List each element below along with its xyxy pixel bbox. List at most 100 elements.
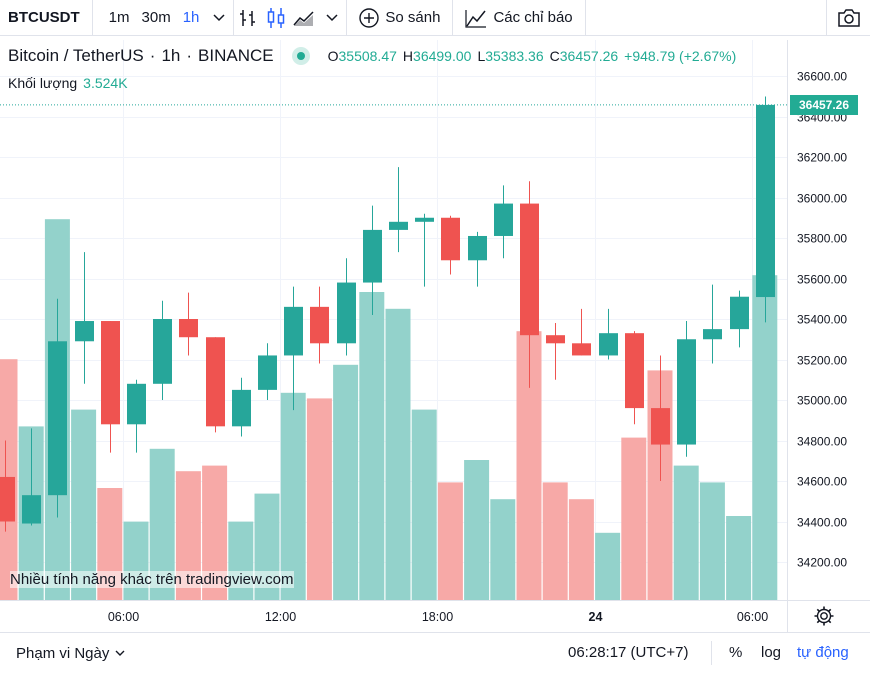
interval-1m-button[interactable]: 1m (108, 9, 130, 26)
candle-body (337, 282, 356, 344)
open-label: O (327, 48, 339, 64)
y-tick-label: 35200.00 (797, 354, 847, 368)
x-tick-label: 12:00 (265, 610, 296, 624)
top-toolbar: BTCUSDT 1m 30m 1h So sánh Các chỉ báo (0, 0, 870, 36)
indicators-button[interactable]: Các chỉ báo (453, 0, 584, 36)
legend-title[interactable]: Bitcoin / TetherUS (8, 46, 144, 65)
volume-legend: Khối lượng 3.524K (8, 75, 128, 91)
date-range-label: Phạm vi Ngày (16, 644, 110, 662)
chevron-down-icon (115, 650, 125, 656)
chevron-down-icon[interactable] (205, 0, 233, 36)
candle-body (756, 104, 775, 298)
date-range-button[interactable]: Phạm vi Ngày (0, 645, 125, 662)
candle-body (625, 333, 644, 409)
candle-body (258, 355, 277, 390)
volume-bar (385, 308, 411, 600)
candle-body (651, 408, 670, 445)
y-tick-label: 34600.00 (797, 475, 847, 489)
candle-body (468, 235, 487, 261)
high-label: H (402, 48, 414, 64)
symbol-search-button[interactable]: BTCUSDT (0, 0, 93, 36)
low-label: L (477, 48, 486, 64)
candle-body (546, 335, 565, 344)
candle-body (179, 319, 198, 338)
volume-bar (752, 275, 778, 600)
candle-body (677, 339, 696, 445)
price-chart[interactable]: 34200.00 34400.00 34600.00 34800.00 35000.00… (0, 0, 870, 632)
legend-separator: · (186, 46, 193, 65)
candle-body (599, 333, 618, 356)
x-tick-label: 06:00 (737, 610, 768, 624)
interval-1h-button[interactable]: 1h (182, 9, 200, 26)
plus-circle-icon (359, 7, 380, 28)
low-value: 35383.36 (485, 48, 544, 64)
watermark-link[interactable]: Nhiều tính năng khác trên tradingview.co… (10, 571, 294, 588)
volume-bar (71, 409, 97, 600)
toolbar-divider (346, 0, 348, 36)
candle-body (153, 319, 172, 384)
close-value: 36457.26 (559, 48, 619, 64)
change-value: +948.79 (+2.67%) (624, 48, 737, 64)
candle-body (284, 306, 303, 356)
candle-body (415, 217, 434, 222)
candle-body (363, 229, 382, 283)
x-tick-label: 24 (589, 610, 603, 624)
candle-body (0, 476, 15, 522)
volume-bar (621, 437, 647, 600)
price-axis: 34200.00 34400.00 34600.00 34800.00 35000.00… (787, 40, 847, 632)
indicators-icon (465, 9, 487, 28)
candle-body (127, 383, 146, 425)
candle-body (441, 217, 460, 261)
compare-button[interactable]: So sánh (347, 0, 452, 36)
chevron-down-icon[interactable] (318, 0, 346, 36)
x-tick-label: 18:00 (422, 610, 453, 624)
percent-scale-button[interactable]: % (729, 644, 743, 661)
market-status-icon[interactable] (291, 47, 310, 65)
volume-bar (542, 482, 568, 600)
compare-label: So sánh (385, 9, 441, 26)
legend-interval: 1h (161, 46, 181, 65)
volume-bar (123, 521, 149, 600)
candle-style-icon[interactable] (262, 0, 290, 36)
y-tick-label: 36600.00 (797, 70, 847, 84)
volume-bar (411, 409, 437, 600)
legend-exchange: BINANCE (198, 46, 274, 65)
candlesticks (0, 96, 775, 532)
volume-bar (359, 292, 385, 600)
y-tick-label: 35800.00 (797, 232, 847, 246)
y-tick-label: 34200.00 (797, 556, 847, 570)
volume-label[interactable]: Khối lượng (8, 75, 78, 91)
candle-body (389, 221, 408, 230)
candle-body (75, 321, 94, 342)
candle-body (232, 389, 251, 427)
volume-bar (228, 521, 254, 600)
volume-value: 3.524K (83, 75, 128, 91)
timezone-clock[interactable]: 06:28:17 (UTC+7) (568, 644, 689, 661)
y-tick-label: 34400.00 (797, 516, 847, 530)
bar-style-icon[interactable] (234, 0, 262, 36)
y-tick-label: 34800.00 (797, 435, 847, 449)
log-scale-button[interactable]: log (761, 644, 782, 661)
toolbar-divider (584, 0, 586, 36)
area-style-icon[interactable] (290, 0, 318, 36)
volume-bar (595, 532, 621, 600)
auto-scale-button[interactable]: tự động (797, 644, 849, 661)
candle-body (48, 341, 67, 496)
volume-bar (490, 499, 516, 600)
bottom-divider (711, 641, 712, 665)
high-value: 36499.00 (413, 48, 472, 64)
legend-separator: · (149, 46, 156, 65)
time-axis: 06:00 12:00 18:00 24 06:00 (0, 600, 870, 624)
volume-bar (673, 465, 699, 600)
ohlc-values: O35508.47 H36499.00 L35383.36 C36457.26 … (328, 48, 737, 64)
camera-icon[interactable] (826, 0, 870, 36)
y-tick-label: 35000.00 (797, 394, 847, 408)
y-tick-label: 35400.00 (797, 313, 847, 327)
volume-bar (568, 499, 594, 600)
gear-icon[interactable] (812, 604, 836, 628)
interval-30m-button[interactable]: 30m (141, 9, 171, 26)
close-label: C (549, 48, 560, 64)
last-price-label: 36457.26 (790, 94, 858, 115)
toolbar-divider (452, 0, 454, 36)
candle-body (494, 203, 513, 236)
